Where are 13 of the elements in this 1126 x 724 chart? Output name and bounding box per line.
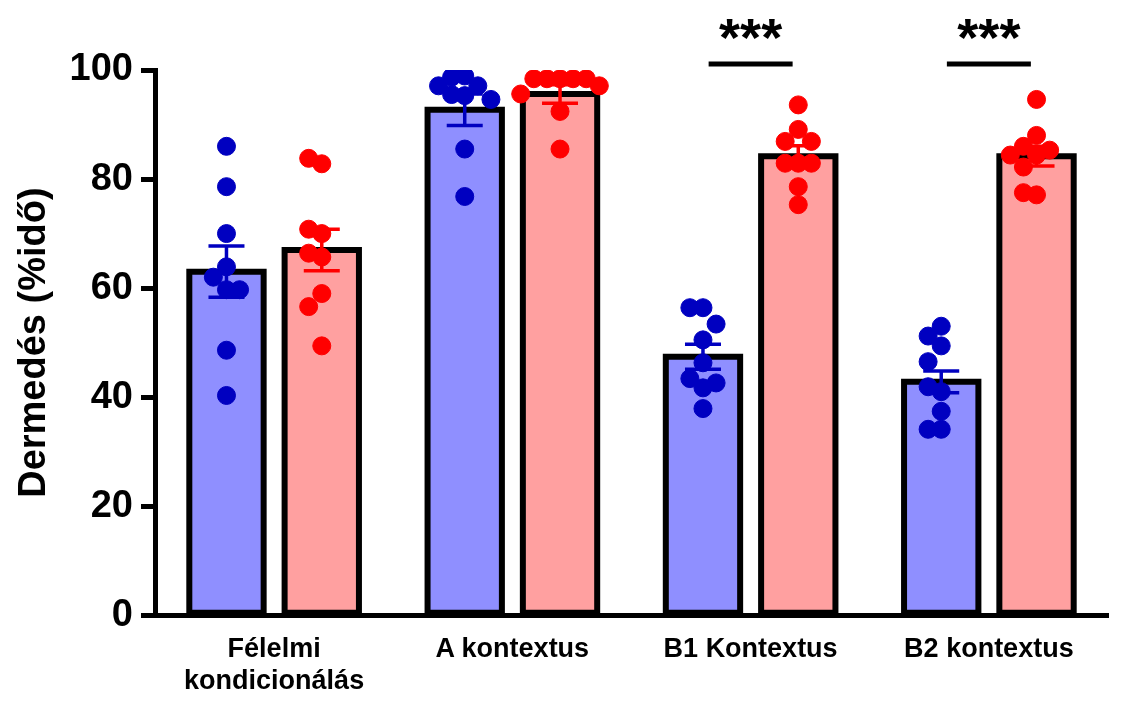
x-tick-label: B1 Kontextus [663,632,838,663]
x-tick-label: Félelmi kondicionálás [184,632,365,696]
y-tick-label: 40 [90,373,133,416]
text: *** [719,7,783,67]
y-tick-label: 80 [90,155,133,198]
y-tick-label: 0 [111,591,133,634]
y-tick-label: 20 [90,482,133,525]
y-tick-label: 100 [69,46,133,89]
x-tick-label: A kontextus [435,632,590,663]
x-tick-label: B2 kontextus [904,632,1074,663]
y-tick-label: 60 [90,264,133,307]
text: *** [957,7,1021,67]
y-axis-title: Dermedés (%idő) [11,187,54,498]
